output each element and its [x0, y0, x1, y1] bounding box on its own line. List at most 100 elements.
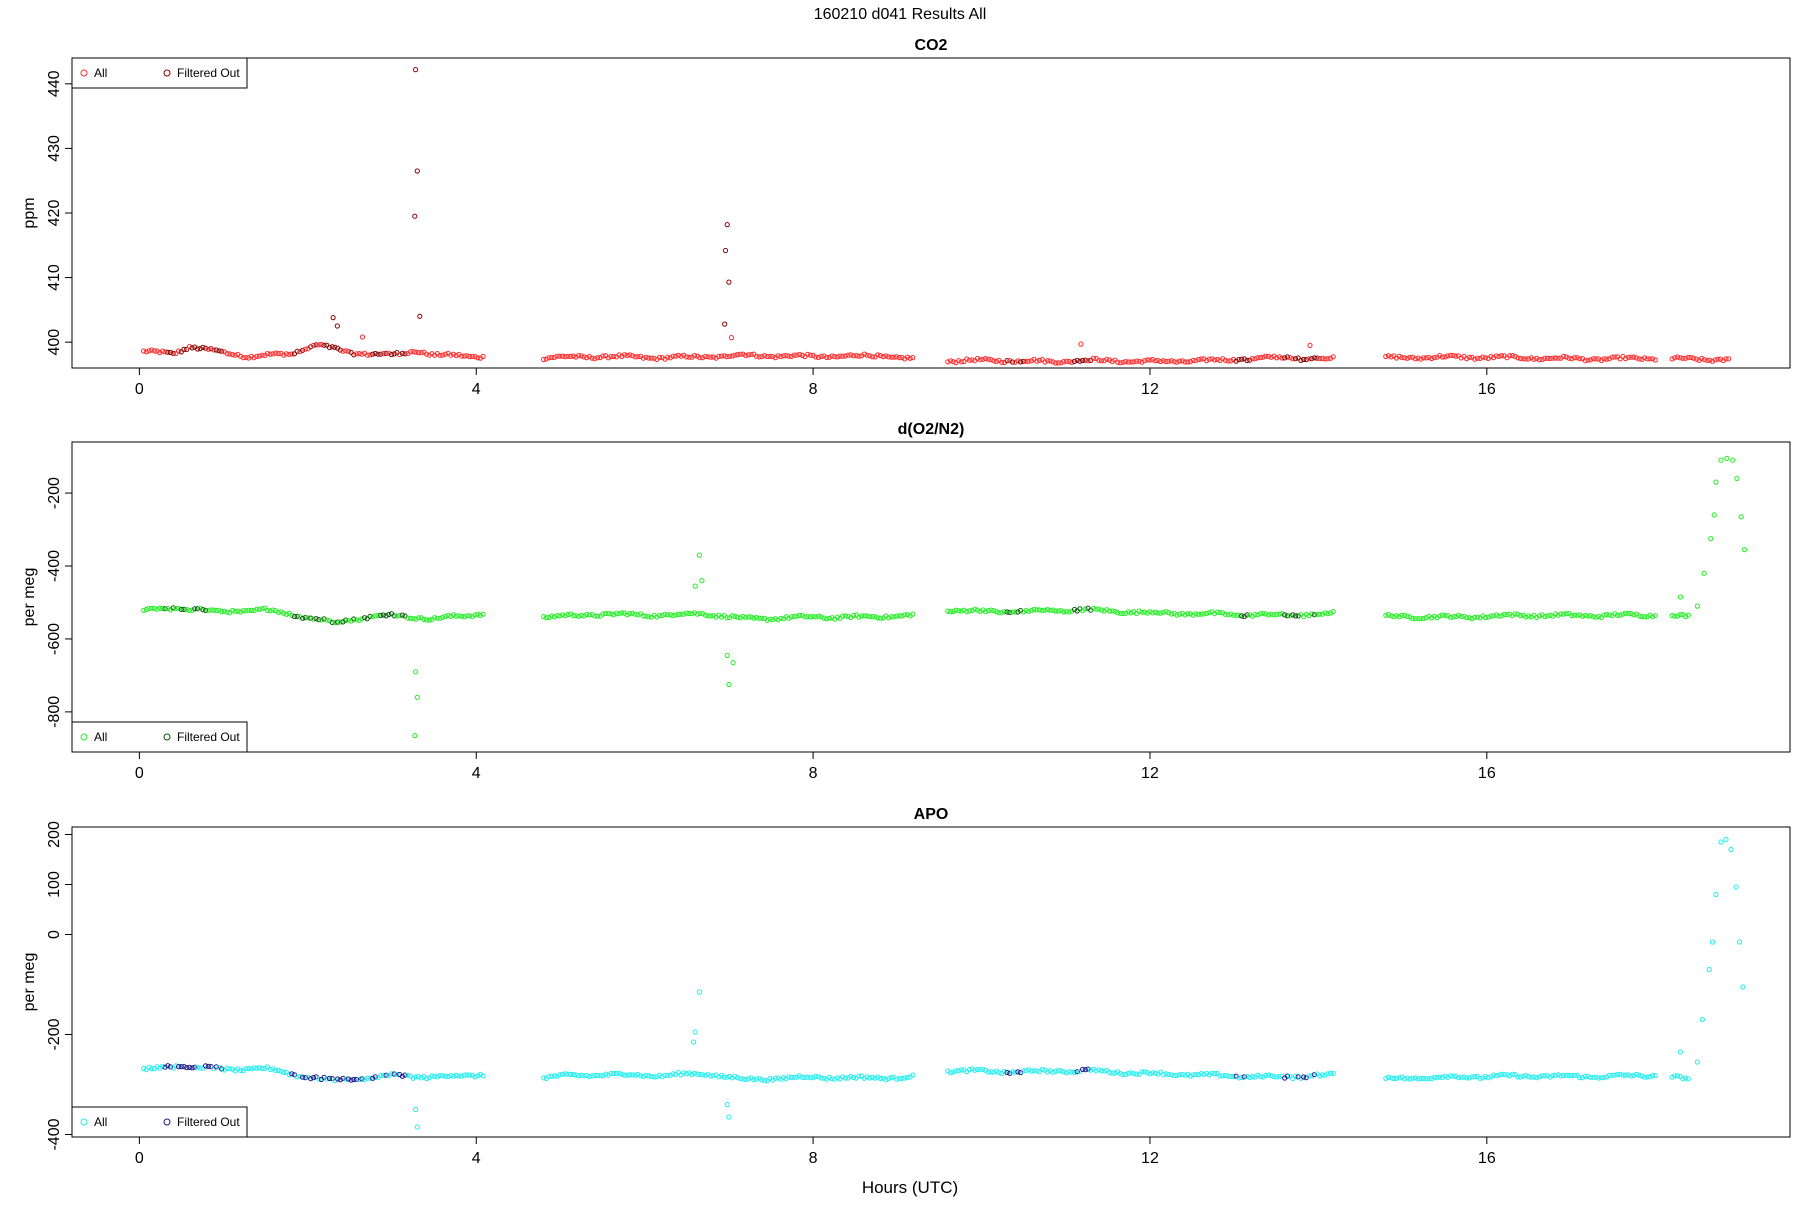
data-point	[1647, 1074, 1653, 1080]
spike-point	[1730, 457, 1736, 463]
data-point	[1526, 356, 1532, 362]
filtered-point	[1292, 613, 1299, 619]
spike-point	[1723, 836, 1729, 843]
data-point	[1544, 613, 1551, 619]
y-tick-label: -200	[46, 477, 63, 509]
data-point	[799, 1074, 805, 1080]
data-point	[1577, 1075, 1583, 1081]
data-point	[597, 1073, 603, 1079]
data-point	[1593, 614, 1599, 620]
filtered-point	[1239, 613, 1245, 619]
data-point	[286, 351, 292, 357]
filtered-point	[302, 615, 308, 621]
spike-point	[690, 1039, 697, 1045]
legend: All Filtered Out	[71, 721, 248, 753]
data-point	[640, 1073, 646, 1080]
data-point	[1472, 614, 1478, 620]
data-point	[832, 354, 838, 360]
data-point	[1168, 1072, 1175, 1078]
filtered-point	[329, 344, 335, 350]
data-point	[1268, 1072, 1274, 1079]
y-axis-label: per meg	[21, 568, 38, 627]
data-point	[691, 610, 698, 616]
data-point	[964, 356, 970, 362]
data-point	[697, 1071, 703, 1078]
data-point	[1669, 613, 1675, 619]
data-point	[896, 1076, 902, 1082]
data-point	[1415, 616, 1421, 622]
spike-point	[726, 1114, 732, 1120]
data-point	[1482, 355, 1489, 361]
data-point	[1185, 611, 1191, 617]
data-point	[557, 353, 563, 359]
data-point	[977, 357, 983, 363]
data-point	[1133, 1071, 1140, 1077]
data-point	[1571, 612, 1578, 618]
data-point	[1539, 356, 1545, 362]
data-point	[1617, 1071, 1623, 1077]
data-point	[689, 1071, 695, 1078]
spike-point	[1718, 839, 1724, 845]
data-point	[700, 611, 706, 617]
data-point	[910, 1072, 916, 1078]
data-point	[549, 354, 555, 361]
data-point	[1058, 1068, 1064, 1074]
data-point	[756, 615, 762, 621]
data-point	[240, 355, 246, 361]
data-point	[837, 353, 843, 359]
data-point	[1204, 1070, 1210, 1076]
data-point	[1152, 1070, 1159, 1076]
data-point	[864, 613, 870, 619]
data-point	[708, 354, 714, 360]
data-point	[1042, 359, 1048, 365]
filtered-point	[1282, 355, 1288, 361]
data-point	[1098, 358, 1105, 364]
data-point	[1415, 355, 1421, 361]
data-point	[278, 1068, 284, 1074]
data-point	[259, 606, 265, 612]
data-point	[324, 617, 330, 623]
data-point	[1544, 1073, 1551, 1079]
data-point	[945, 608, 951, 614]
data-point	[581, 354, 587, 360]
filtered-point	[321, 1074, 327, 1081]
data-point	[1117, 610, 1123, 616]
data-point	[1512, 611, 1518, 617]
data-point	[624, 612, 630, 618]
y-tick-label: 100	[46, 871, 63, 898]
data-point	[1179, 610, 1185, 617]
data-point	[1536, 357, 1543, 363]
data-point	[429, 1073, 435, 1079]
data-point	[824, 616, 830, 622]
data-point	[1604, 612, 1610, 618]
filtered-point	[353, 1076, 360, 1082]
data-point	[1542, 613, 1548, 620]
data-point	[440, 352, 446, 358]
filtered-point	[165, 349, 171, 355]
filtered-point	[219, 348, 225, 354]
data-point	[275, 609, 281, 615]
data-point	[461, 614, 467, 620]
filtered-point	[359, 1076, 365, 1082]
data-point	[896, 355, 902, 361]
data-point	[1063, 1070, 1070, 1076]
data-point	[826, 615, 832, 621]
data-point	[1450, 614, 1456, 620]
data-point	[778, 353, 784, 360]
data-point	[947, 1070, 954, 1076]
filtered-point	[1018, 607, 1024, 614]
data-point	[1298, 1075, 1304, 1081]
data-point	[646, 355, 652, 361]
data-point	[632, 354, 638, 360]
data-point	[977, 608, 983, 614]
data-point	[442, 613, 448, 620]
data-point	[1429, 1076, 1435, 1082]
data-point	[589, 612, 595, 618]
data-point	[586, 612, 593, 618]
legend: All Filtered Out	[71, 1106, 248, 1138]
data-point	[1220, 610, 1226, 616]
data-point	[708, 613, 714, 619]
data-point	[850, 353, 857, 359]
panel-title: APO	[914, 806, 949, 823]
data-point	[1652, 613, 1658, 619]
